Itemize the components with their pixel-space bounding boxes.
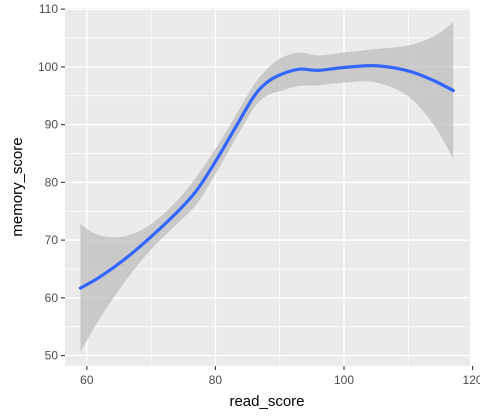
y-tick-label: 110 bbox=[39, 2, 58, 16]
x-axis-ticks: 60 80 100 120 bbox=[80, 366, 480, 387]
y-tick-label: 60 bbox=[45, 291, 59, 305]
y-tick-label: 50 bbox=[45, 349, 59, 363]
x-tick-label: 60 bbox=[80, 373, 94, 387]
x-axis-title: read_score bbox=[229, 393, 304, 410]
smooth-line bbox=[78, 64, 455, 290]
y-axis-title: memory_score bbox=[9, 137, 26, 236]
confidence-band bbox=[80, 22, 454, 353]
x-tick-label: 100 bbox=[334, 373, 354, 387]
y-axis-ticks: 50 60 70 80 90 100 110 bbox=[38, 2, 65, 363]
y-tick-label: 80 bbox=[45, 175, 59, 189]
x-tick-label: 120 bbox=[463, 373, 480, 387]
x-tick-label: 80 bbox=[209, 373, 223, 387]
y-tick-label: 100 bbox=[38, 60, 58, 74]
y-tick-label: 70 bbox=[45, 233, 59, 247]
y-tick-label: 90 bbox=[45, 118, 59, 132]
